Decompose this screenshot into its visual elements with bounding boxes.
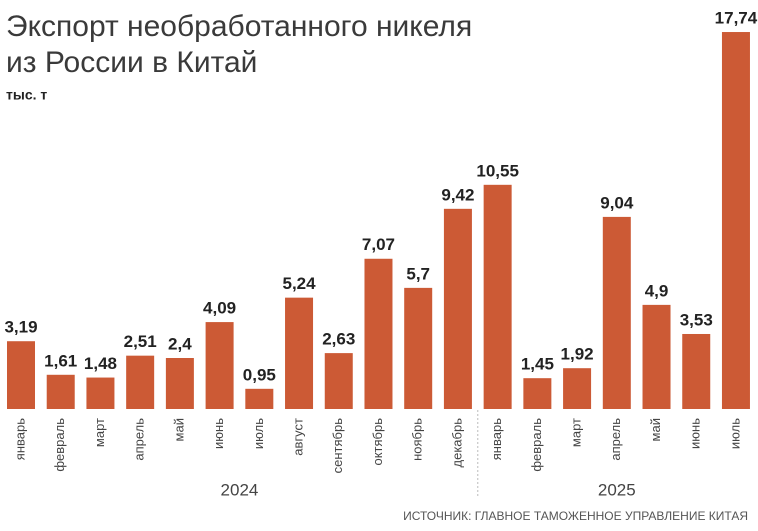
bar xyxy=(523,378,552,409)
bar xyxy=(205,322,234,409)
bar xyxy=(165,358,194,409)
bar xyxy=(563,368,592,409)
x-tick-label: сентябрь xyxy=(330,418,345,474)
value-label: 3,53 xyxy=(680,310,713,329)
chart-subtitle: тыс. т xyxy=(6,87,47,103)
value-label: 1,61 xyxy=(44,351,77,370)
x-tick-label: январь xyxy=(489,418,504,460)
value-label: 7,07 xyxy=(362,235,395,254)
source-note: ИСТОЧНИК: ГЛАВНОЕ ТАМОЖЕННОЕ УПРАВЛЕНИЕ … xyxy=(403,509,748,523)
bar xyxy=(483,184,512,409)
x-tick-label: апрель xyxy=(132,418,147,461)
x-tick-label: март xyxy=(569,418,584,447)
value-label: 10,55 xyxy=(476,161,519,180)
bar xyxy=(602,216,631,409)
value-label: 17,74 xyxy=(715,9,758,28)
value-label: 9,04 xyxy=(600,193,634,212)
value-label: 4,09 xyxy=(203,299,236,318)
chart-title: Экспорт необработанного никеля xyxy=(6,10,472,43)
bar xyxy=(324,353,353,409)
bar xyxy=(46,374,75,409)
bar xyxy=(642,304,671,409)
x-tick-label: май xyxy=(648,418,663,441)
bar xyxy=(126,355,155,409)
value-label: 5,24 xyxy=(282,274,316,293)
x-tick-label: октябрь xyxy=(370,418,385,466)
x-tick-label: декабрь xyxy=(449,418,464,468)
group-label: 2025 xyxy=(598,480,636,499)
value-label: 2,63 xyxy=(322,330,355,349)
bar xyxy=(682,333,711,409)
value-label: 2,4 xyxy=(168,334,192,353)
x-tick-label: июнь xyxy=(211,418,226,449)
chart-title: из России в Китай xyxy=(6,46,257,79)
bar xyxy=(404,287,433,409)
x-tick-label: февраль xyxy=(52,418,67,472)
x-tick-label: апрель xyxy=(608,418,623,461)
value-label: 0,95 xyxy=(243,365,276,384)
bar xyxy=(364,258,393,409)
group-label: 2024 xyxy=(221,480,259,499)
value-label: 5,7 xyxy=(406,264,430,283)
value-label: 1,92 xyxy=(561,345,594,364)
value-label: 4,9 xyxy=(645,281,669,300)
value-label: 9,42 xyxy=(441,185,474,204)
bar xyxy=(721,32,750,410)
x-tick-label: август xyxy=(290,418,305,456)
x-tick-label: июль xyxy=(727,418,742,449)
x-tick-label: февраль xyxy=(529,418,544,472)
x-tick-label: январь xyxy=(12,418,27,460)
value-label: 1,48 xyxy=(84,354,117,373)
bar xyxy=(443,208,472,409)
x-tick-label: май xyxy=(171,418,186,441)
bar xyxy=(285,297,314,409)
bar xyxy=(7,341,35,409)
x-tick-label: март xyxy=(92,418,107,447)
value-label: 3,19 xyxy=(4,318,37,337)
x-tick-label: ноябрь xyxy=(410,418,425,461)
value-label: 1,45 xyxy=(521,355,554,374)
bar xyxy=(245,388,274,409)
value-label: 2,51 xyxy=(124,332,157,351)
bar xyxy=(86,377,115,409)
x-tick-label: июнь xyxy=(688,418,703,449)
x-tick-label: июль xyxy=(251,418,266,449)
